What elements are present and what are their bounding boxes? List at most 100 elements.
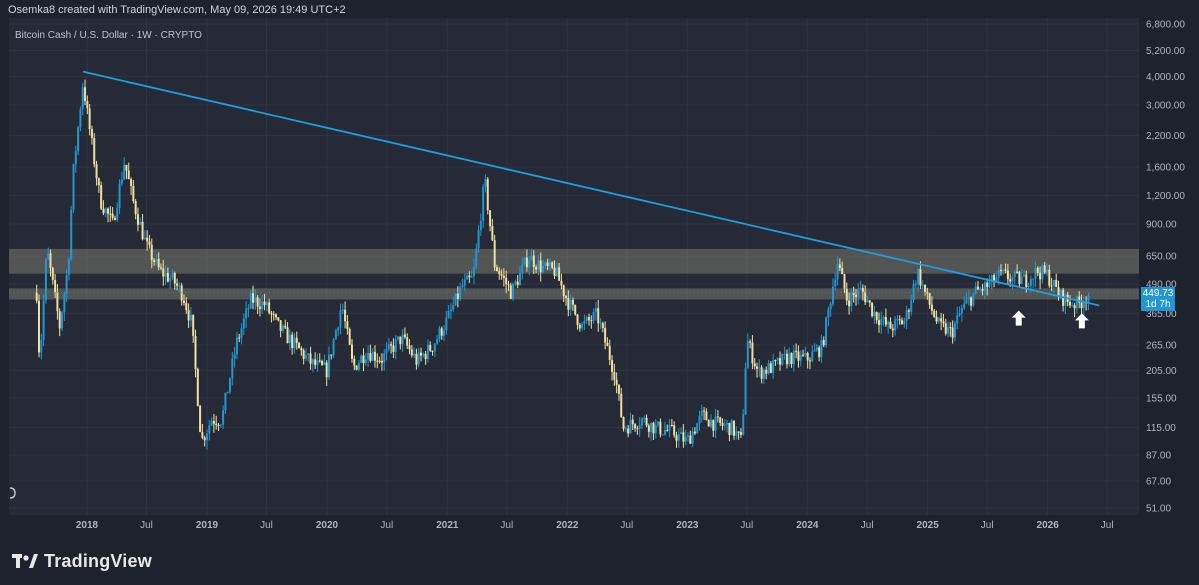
candle-body [852, 292, 855, 295]
y-tick-label: 5,200.00 [1146, 46, 1185, 57]
y-tick-label: 650.00 [1146, 252, 1177, 263]
candle-body [567, 298, 570, 310]
candle-body [139, 221, 142, 225]
candle-body [192, 314, 195, 336]
candle-body [353, 358, 356, 366]
candle-body [399, 336, 402, 345]
candle-body [841, 267, 844, 275]
candle-body [500, 274, 503, 276]
candle-body [935, 316, 938, 322]
candle-body [615, 379, 618, 385]
candle-body [482, 186, 485, 221]
candle-body [854, 294, 857, 297]
candle-body [443, 330, 446, 336]
candle-body [808, 360, 811, 362]
candle-body [979, 288, 982, 290]
candle-body [611, 359, 614, 372]
candle-body [44, 259, 47, 301]
candle-body [813, 350, 816, 352]
candle-body [905, 310, 908, 321]
candle-body [627, 428, 630, 434]
tradingview-logo[interactable]: TradingView [12, 551, 152, 572]
candle-body [659, 421, 662, 435]
candle-body [728, 422, 731, 436]
candle-body [1071, 305, 1074, 307]
candle-body [116, 207, 119, 220]
candle-body [588, 317, 591, 321]
candle-body [132, 185, 135, 201]
candle-body [84, 87, 87, 101]
candle-body [525, 257, 528, 268]
candle-body [1082, 302, 1085, 309]
candle-body [963, 303, 966, 308]
candle-body [730, 420, 733, 436]
candle-body [169, 278, 172, 282]
candle-body [153, 260, 156, 263]
candle-body [339, 310, 342, 328]
candle-body [475, 248, 478, 267]
candle-body [657, 421, 660, 425]
y-tick-label: 87.00 [1146, 451, 1171, 462]
candle-body [1004, 269, 1007, 271]
candle-body [937, 318, 940, 322]
candle-body [95, 164, 98, 179]
candle-body [157, 258, 160, 268]
x-tick-label: Jul [981, 520, 994, 531]
candle-body [599, 323, 602, 325]
candle-body [408, 345, 411, 350]
x-tick-label: 2022 [556, 520, 579, 531]
candle-body [606, 342, 609, 347]
candle-body [40, 340, 43, 353]
candle-body [965, 299, 968, 304]
candle-body [739, 432, 742, 435]
candle-body [350, 344, 353, 359]
candle-body [507, 284, 510, 286]
candle-body [477, 230, 480, 249]
x-tick-label: Jul [861, 520, 874, 531]
tradingview-wordmark: TradingView [44, 551, 152, 571]
candle-body [461, 285, 464, 288]
candle-body [1018, 272, 1021, 284]
candle-body [495, 267, 498, 271]
candle-body [983, 282, 986, 291]
candle-body [783, 353, 786, 355]
candle-body [162, 268, 165, 277]
candle-body [548, 262, 551, 266]
candle-body [831, 286, 834, 304]
candle-body [866, 300, 869, 303]
y-tick-label: 265.00 [1146, 340, 1177, 351]
price-axis[interactable] [1139, 18, 1199, 515]
candle-body [47, 253, 50, 260]
x-tick-label: Jul [260, 520, 273, 531]
time-axis[interactable] [9, 515, 1139, 535]
candle-body [703, 410, 706, 412]
candle-body [314, 359, 317, 366]
candle-body [401, 334, 404, 345]
candle-body [281, 325, 284, 331]
candle-body [751, 342, 754, 364]
candle-body [155, 258, 158, 263]
bar-countdown: 1d 7h [1145, 298, 1171, 310]
candle-body [829, 303, 832, 310]
candle-body [574, 304, 577, 315]
candle-body [233, 354, 236, 359]
candle-body [903, 320, 906, 325]
candle-body [454, 293, 457, 305]
candle-body [491, 226, 494, 241]
candle-body [337, 327, 340, 331]
candle-body [383, 353, 386, 363]
candle-body [608, 346, 611, 360]
candle-body [49, 253, 52, 268]
candle-body [663, 429, 666, 435]
candle-body [956, 315, 959, 324]
candle-body [35, 292, 38, 301]
candle-body [348, 329, 351, 345]
candle-body [636, 428, 639, 430]
candle-body [79, 109, 82, 128]
candle-body [951, 327, 954, 338]
candle-body [364, 359, 367, 364]
candle-body [613, 371, 616, 380]
y-tick-label: 365.00 [1146, 309, 1177, 320]
chart-pane[interactable] [9, 18, 1139, 515]
candle-body [696, 423, 699, 434]
